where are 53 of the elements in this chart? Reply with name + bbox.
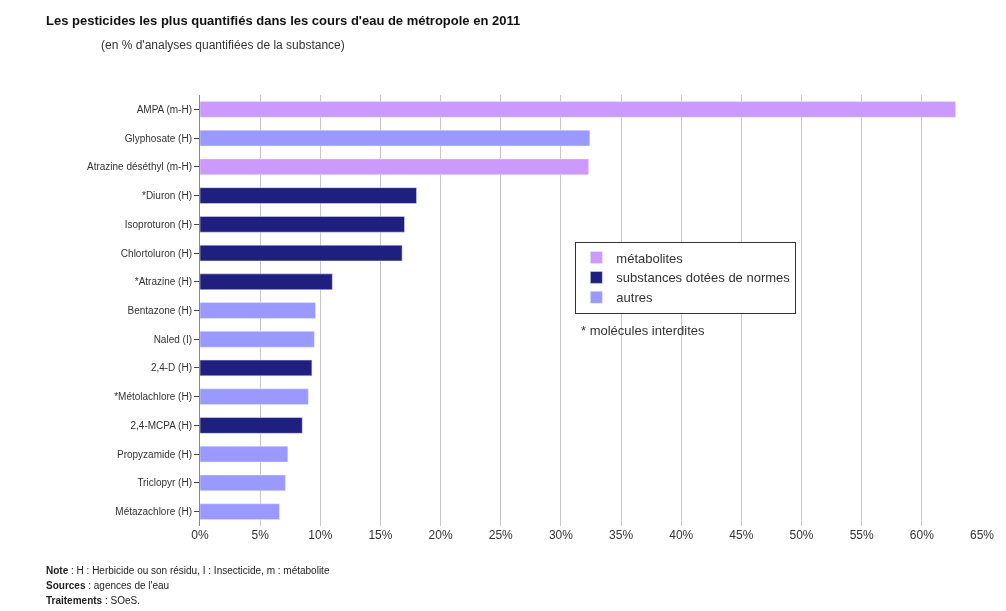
bar bbox=[200, 446, 289, 463]
y-tick-label: Propyzamide (H) bbox=[116, 448, 192, 460]
y-tick-label: Chlortoluron (H) bbox=[120, 247, 192, 259]
bar bbox=[200, 129, 591, 147]
bar bbox=[200, 474, 286, 492]
y-tick-label: *Diuron (H) bbox=[141, 190, 192, 202]
y-tick-label: 2,4-D (H) bbox=[150, 362, 192, 374]
x-tick-label: 10% bbox=[308, 528, 333, 542]
y-tick-label: Atrazine déséthyl (m-H) bbox=[86, 161, 192, 173]
legend-label: métabolites bbox=[616, 250, 684, 266]
bar bbox=[200, 273, 333, 290]
x-tick-label: 40% bbox=[669, 528, 694, 542]
bar bbox=[200, 359, 313, 377]
x-tick-label: 60% bbox=[909, 528, 935, 542]
x-tick-label: 5% bbox=[251, 528, 270, 542]
chart-title: Les pesticides les plus quantifiés dans les cours d'eau de métropole en 2011 bbox=[46, 13, 521, 28]
x-tick-label: 50% bbox=[789, 528, 814, 542]
bar bbox=[200, 187, 417, 204]
text: Traitements : SOeS. bbox=[46, 595, 140, 606]
y-tick-label: Isoproturon (H) bbox=[124, 218, 192, 230]
y-tick-label: Naled (I) bbox=[153, 333, 192, 345]
y-tick-label: AMPA (m-H) bbox=[136, 103, 192, 115]
text: Note : H : Herbicide ou son résidu, I : Insecticide, m : métabolite bbox=[46, 565, 330, 576]
source-note: Sources : agences de l'eau bbox=[46, 580, 170, 591]
legend-label: autres bbox=[616, 290, 653, 306]
bar bbox=[200, 302, 316, 319]
x-tick-label: 25% bbox=[488, 528, 514, 542]
y-tick-label: *Métolachlore (H) bbox=[114, 391, 192, 403]
y-tick-label: 2,4-MCPA (H) bbox=[130, 419, 192, 431]
legend-label: substances dotées de normes bbox=[616, 270, 791, 286]
chart-subtitle: (en % d'analyses quantifiées de la substance) bbox=[101, 38, 345, 52]
x-tick-label: 55% bbox=[849, 528, 875, 542]
x-tick-label: 15% bbox=[368, 528, 393, 542]
bar bbox=[200, 101, 956, 118]
y-tick-label: Glyphosate (H) bbox=[124, 132, 192, 144]
bar bbox=[200, 158, 589, 175]
bar bbox=[200, 331, 315, 348]
y-tick-label: Triclopyr (H) bbox=[137, 477, 192, 489]
bar bbox=[200, 388, 309, 405]
x-tick-label: 45% bbox=[729, 528, 754, 542]
bar bbox=[200, 244, 403, 262]
x-tick-label: 35% bbox=[609, 528, 634, 542]
x-tick-label: 20% bbox=[428, 528, 453, 542]
bar bbox=[200, 417, 303, 434]
y-tick-label: *Atrazine (H) bbox=[134, 276, 192, 288]
y-tick-label: Bentazone (H) bbox=[127, 305, 192, 316]
annotation: * molécules interdites bbox=[581, 323, 706, 338]
x-tick-label: 0% bbox=[191, 528, 209, 542]
x-tick-label: 65% bbox=[969, 528, 995, 542]
y-tick-label: Métazachlore (H) bbox=[115, 506, 192, 518]
x-tick-label: 30% bbox=[548, 528, 574, 542]
bar bbox=[200, 216, 405, 233]
bar bbox=[200, 503, 280, 520]
